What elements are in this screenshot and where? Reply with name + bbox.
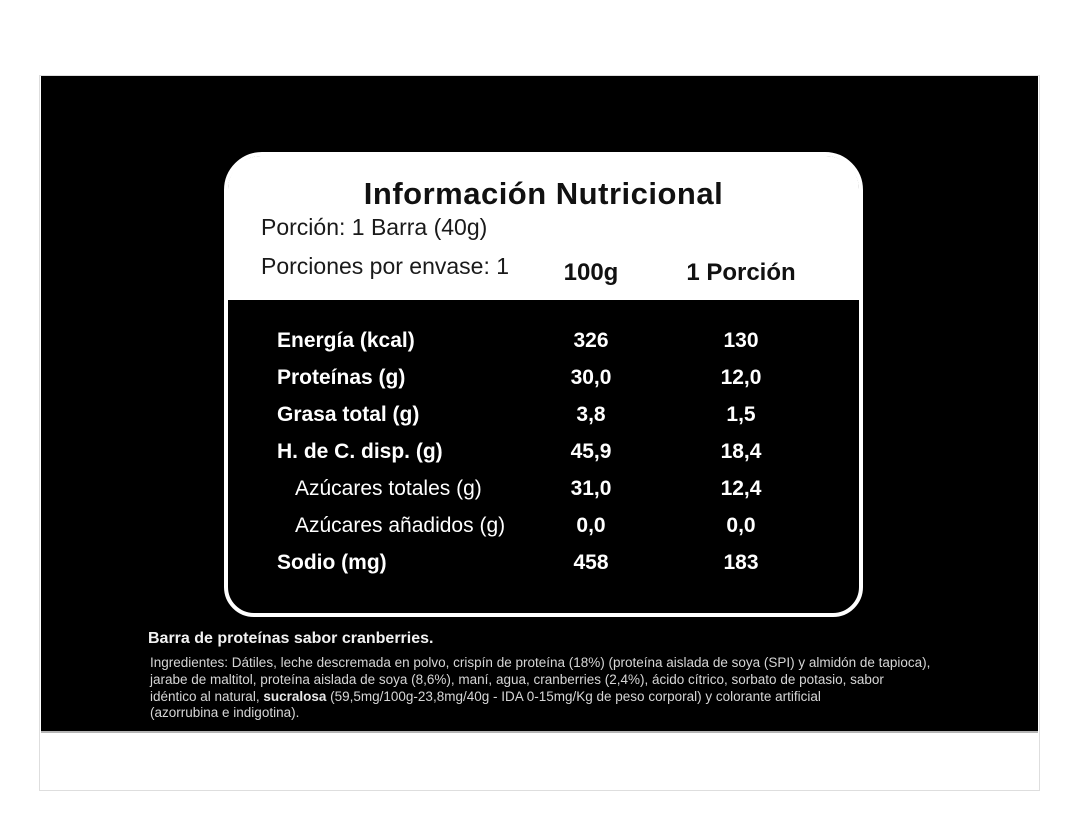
row-value-portion: 12,4	[720, 476, 762, 500]
ingredients-line: (azorrubina e indigotina).	[150, 705, 300, 721]
nutrition-table: Energía (kcal) 326 130 Proteínas (g) 30,…	[228, 300, 859, 613]
card-header: Información Nutricional Porción: 1 Barra…	[228, 156, 859, 300]
servings-per-pack-line: Porciones por envase: 1	[261, 253, 510, 279]
row-label: Energía (kcal)	[277, 328, 415, 352]
row-label: Sodio (mg)	[277, 550, 387, 574]
ingredients-line: jarabe de maltitol, proteína aislada de …	[150, 671, 884, 687]
row-value-100g: 31,0	[570, 476, 612, 500]
table-row-grasa-total: Grasa total (g) 3,8 1,5	[228, 396, 859, 433]
table-row-azucares-totales: Azúcares totales (g) 31,0 12,4	[228, 470, 859, 507]
table-row-sodio: Sodio (mg) 458 183	[228, 544, 859, 581]
table-row-carbohidratos: H. de C. disp. (g) 45,9 18,4	[228, 433, 859, 470]
row-value-100g: 30,0	[570, 365, 612, 389]
row-value-100g: 45,9	[570, 439, 612, 463]
row-value-100g: 0,0	[576, 513, 606, 537]
row-value-100g: 458	[573, 550, 609, 574]
row-value-portion: 12,0	[720, 365, 762, 389]
row-value-portion: 0,0	[726, 513, 756, 537]
product-name: Barra de proteínas sabor cranberries.	[148, 630, 434, 647]
ingredients-line: idéntico al natural, sucralosa (59,5mg/1…	[150, 688, 821, 704]
ingredients-text: Ingredientes: Dátiles, leche descremada …	[148, 655, 1008, 722]
row-value-portion: 18,4	[720, 439, 762, 463]
product-image-frame: Información Nutricional Porción: 1 Barra…	[39, 75, 1040, 791]
ingredients-block: Barra de proteínas sabor cranberries. In…	[148, 630, 1008, 722]
serving-size-line: Porción: 1 Barra (40g)	[261, 214, 488, 240]
column-header-portion: 1 Porción	[686, 259, 796, 286]
row-label: H. de C. disp. (g)	[277, 439, 443, 463]
column-header-100g: 100g	[563, 259, 619, 286]
table-row-energia: Energía (kcal) 326 130	[228, 322, 859, 359]
nutrition-facts-card: Información Nutricional Porción: 1 Barra…	[224, 152, 863, 617]
ingredients-line: Ingredientes: Dátiles, leche descremada …	[150, 655, 931, 670]
row-label: Azúcares totales (g)	[295, 476, 482, 500]
column-headers: 100g 1 Porción	[228, 259, 859, 287]
table-row-azucares-anadidos: Azúcares añadidos (g) 0,0 0,0	[228, 507, 859, 544]
row-label: Grasa total (g)	[277, 402, 420, 426]
row-value-portion: 130	[723, 328, 759, 352]
row-value-portion: 1,5	[726, 402, 756, 426]
row-label: Azúcares añadidos (g)	[295, 513, 506, 537]
sucralosa-bold-text: sucralosa	[263, 688, 327, 704]
row-value-100g: 3,8	[576, 402, 606, 426]
row-value-portion: 183	[723, 550, 759, 574]
row-value-100g: 326	[573, 328, 609, 352]
table-row-proteinas: Proteínas (g) 30,0 12,0	[228, 359, 859, 396]
card-title: Información Nutricional	[363, 176, 724, 211]
nutrition-label: Información Nutricional Porción: 1 Barra…	[41, 76, 1038, 733]
row-label: Proteínas (g)	[277, 365, 406, 389]
